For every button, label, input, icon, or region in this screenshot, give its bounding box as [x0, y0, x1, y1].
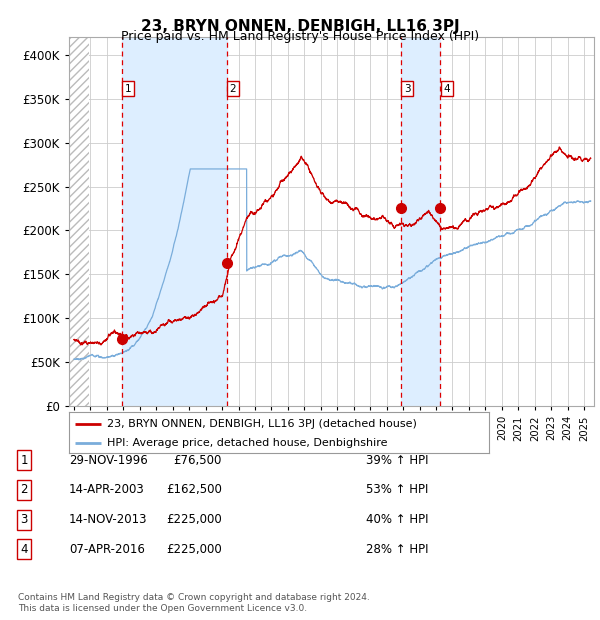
Text: 3: 3 — [20, 513, 28, 526]
Text: 53% ↑ HPI: 53% ↑ HPI — [366, 484, 428, 496]
Text: 2: 2 — [20, 484, 28, 496]
Text: 23, BRYN ONNEN, DENBIGH, LL16 3PJ (detached house): 23, BRYN ONNEN, DENBIGH, LL16 3PJ (detac… — [107, 418, 416, 428]
Text: 40% ↑ HPI: 40% ↑ HPI — [366, 513, 428, 526]
Text: 14-NOV-2013: 14-NOV-2013 — [69, 513, 148, 526]
Text: £225,000: £225,000 — [166, 543, 222, 556]
Text: £76,500: £76,500 — [173, 454, 222, 466]
Text: 1: 1 — [125, 84, 131, 94]
Text: 14-APR-2003: 14-APR-2003 — [69, 484, 145, 496]
Text: Price paid vs. HM Land Registry's House Price Index (HPI): Price paid vs. HM Land Registry's House … — [121, 30, 479, 43]
Text: 23, BRYN ONNEN, DENBIGH, LL16 3PJ: 23, BRYN ONNEN, DENBIGH, LL16 3PJ — [140, 19, 460, 33]
Text: 07-APR-2016: 07-APR-2016 — [69, 543, 145, 556]
Text: 39% ↑ HPI: 39% ↑ HPI — [366, 454, 428, 466]
Bar — [401, 37, 440, 406]
Text: HPI: Average price, detached house, Denbighshire: HPI: Average price, detached house, Denb… — [107, 438, 388, 448]
Text: 28% ↑ HPI: 28% ↑ HPI — [366, 543, 428, 556]
Text: 1: 1 — [20, 454, 28, 466]
Text: 29-NOV-1996: 29-NOV-1996 — [69, 454, 148, 466]
Text: 3: 3 — [404, 84, 410, 94]
Bar — [122, 37, 227, 406]
Text: 4: 4 — [443, 84, 450, 94]
Text: 4: 4 — [20, 543, 28, 556]
Bar — [69, 37, 89, 406]
Text: £225,000: £225,000 — [166, 513, 222, 526]
Text: 2: 2 — [230, 84, 236, 94]
Text: Contains HM Land Registry data © Crown copyright and database right 2024.
This d: Contains HM Land Registry data © Crown c… — [18, 593, 370, 613]
Text: £162,500: £162,500 — [166, 484, 222, 496]
